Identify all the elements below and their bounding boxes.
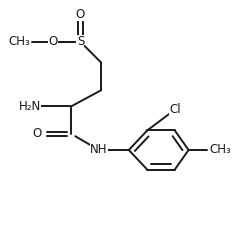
Text: CH₃: CH₃ [8, 35, 30, 49]
Text: NH: NH [90, 143, 108, 156]
Text: S: S [77, 35, 84, 49]
Text: O: O [48, 35, 58, 49]
Text: Cl: Cl [169, 103, 181, 116]
Text: O: O [76, 8, 85, 21]
Text: CH₃: CH₃ [209, 143, 231, 156]
Text: H₂N: H₂N [19, 100, 41, 113]
Text: O: O [32, 128, 41, 140]
